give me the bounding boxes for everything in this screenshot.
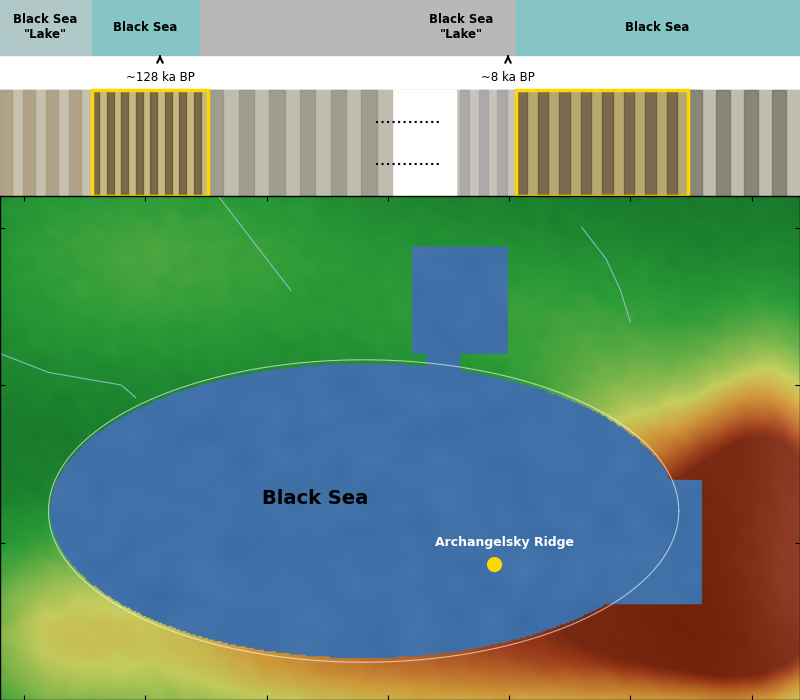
Bar (623, 90, 634, 196)
Text: ~128 ka BP: ~128 ka BP (126, 71, 194, 83)
Text: Black Sea: Black Sea (626, 21, 690, 34)
Bar (516, 90, 526, 196)
Bar (106, 90, 114, 196)
Bar (408, 0, 516, 55)
Bar (23, 90, 34, 196)
Bar (121, 90, 128, 196)
Bar (165, 90, 172, 196)
Bar (0, 90, 800, 196)
Bar (516, 90, 688, 196)
Bar (92, 90, 208, 196)
Bar (46, 90, 58, 196)
Bar (688, 90, 702, 196)
Bar (270, 90, 285, 196)
Bar (392, 90, 456, 196)
Bar (194, 90, 201, 196)
Bar (744, 90, 758, 196)
Bar (208, 90, 223, 196)
Bar (200, 0, 408, 55)
Bar (516, 90, 688, 196)
Bar (238, 90, 254, 196)
Bar (516, 0, 800, 55)
Bar (498, 90, 506, 196)
Bar (179, 90, 186, 196)
Bar (581, 90, 591, 196)
Bar (362, 90, 377, 196)
Bar (645, 90, 656, 196)
Bar (0, 90, 92, 196)
Bar (330, 90, 346, 196)
Bar (150, 90, 158, 196)
Point (488, 559, 501, 570)
Bar (92, 0, 200, 55)
Bar (602, 90, 613, 196)
Bar (92, 90, 99, 196)
Text: ~8 ka BP: ~8 ka BP (481, 71, 535, 83)
Bar (460, 90, 470, 196)
Bar (688, 90, 800, 196)
Bar (460, 90, 516, 196)
Bar (0, 0, 92, 55)
Bar (135, 90, 142, 196)
Bar (559, 90, 570, 196)
Bar (538, 90, 548, 196)
Text: Black Sea
"Lake": Black Sea "Lake" (14, 13, 78, 41)
Text: Black Sea
"Lake": Black Sea "Lake" (430, 13, 494, 41)
Bar (772, 90, 786, 196)
Bar (69, 90, 81, 196)
Bar (300, 90, 315, 196)
Text: Black Sea: Black Sea (262, 489, 368, 508)
Bar (0, 90, 11, 196)
Bar (716, 90, 730, 196)
Bar (666, 90, 678, 196)
Text: Archangelsky Ridge: Archangelsky Ridge (434, 536, 574, 549)
Bar (92, 90, 208, 196)
Text: Holocene: Holocene (556, 206, 636, 220)
Text: Black Sea: Black Sea (114, 21, 178, 34)
Bar (208, 90, 392, 196)
Text: Eemian: Eemian (109, 206, 171, 220)
Bar (478, 90, 488, 196)
